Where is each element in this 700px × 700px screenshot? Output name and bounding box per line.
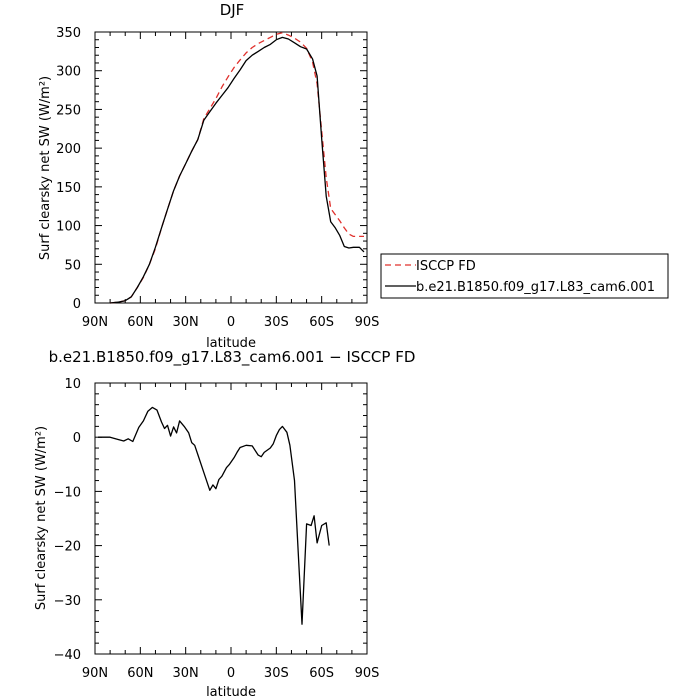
legend-label-model: b.e21.B1850.f09_g17.L83_cam6.001	[416, 280, 655, 295]
top-x-tick-label: 60N	[127, 315, 153, 330]
bottom-series-lines	[98, 406, 330, 625]
top-y-tick-label: 0	[73, 297, 81, 312]
bottom-x-axis-label: latitude	[206, 685, 256, 700]
legend: ISCCP FD b.e21.B1850.f09_g17.L83_cam6.00…	[380, 253, 669, 299]
bottom-tick-marks	[94, 382, 368, 655]
legend-label-isccp: ISCCP FD	[416, 259, 476, 274]
bottom-x-tick-label: 60N	[127, 666, 153, 681]
top-x-tick-label: 90N	[82, 315, 108, 330]
bottom-y-tick-label: −10	[54, 485, 81, 500]
bottom-y-tick-label: 0	[73, 431, 81, 446]
top-series-line-1	[110, 36, 365, 304]
bottom-x-tick-label: 90N	[82, 666, 108, 681]
top-y-axis-label: Surf clearsky net SW (W/m²)	[38, 76, 53, 260]
bottom-series-line-0	[98, 406, 330, 625]
top-y-tick-label: 200	[56, 142, 81, 157]
top-y-tick-label: 250	[56, 103, 81, 118]
top-x-tick-labels: 90N 60N 30N 0 30S 60S 90S	[82, 315, 380, 330]
bottom-x-tick-label: 90S	[355, 666, 380, 681]
bottom-chart-title: b.e21.B1850.f09_g17.L83_cam6.001 − ISCCP…	[49, 348, 416, 367]
difference-panel: b.e21.B1850.f09_g17.L83_cam6.001 − ISCCP…	[34, 348, 415, 700]
top-y-tick-labels: 0 50 100 150 200 250 300 350	[56, 26, 81, 312]
top-x-tick-label: 0	[227, 315, 235, 330]
bottom-x-tick-labels: 90N 60N 30N 0 30S 60S 90S	[82, 666, 380, 681]
bottom-y-tick-label: −30	[54, 594, 81, 609]
top-tick-marks	[94, 31, 368, 304]
top-y-tick-label: 100	[56, 220, 81, 235]
bottom-x-tick-label: 30N	[173, 666, 199, 681]
top-x-tick-label: 30S	[264, 315, 289, 330]
top-x-axis-label: latitude	[206, 336, 256, 351]
bottom-x-tick-label: 60S	[309, 666, 334, 681]
top-plot-frame	[94, 31, 368, 304]
bottom-y-tick-label: −40	[54, 648, 81, 663]
top-x-tick-label: 90S	[355, 315, 380, 330]
top-y-tick-label: 350	[56, 26, 81, 41]
bottom-y-axis-label: Surf clearsky net SW (W/m²)	[34, 426, 49, 610]
bottom-y-tick-label: 10	[64, 377, 81, 392]
legend-box	[380, 253, 669, 299]
top-y-tick-label: 50	[64, 258, 81, 273]
bottom-y-tick-label: −20	[54, 540, 81, 555]
top-x-tick-label: 60S	[309, 315, 334, 330]
top-chart-title: DJF	[220, 1, 245, 19]
top-y-tick-label: 150	[56, 181, 81, 196]
bottom-x-tick-label: 0	[227, 666, 235, 681]
top-y-tick-label: 300	[56, 65, 81, 80]
bottom-plot-frame	[94, 382, 368, 655]
top-series-lines	[110, 32, 365, 304]
bottom-x-tick-label: 30S	[264, 666, 289, 681]
top-x-tick-label: 30N	[173, 315, 199, 330]
climatology-panel: DJF 90N 60N 30N 0 30S 60S 90S 0 50 100 150 200 250 3…	[38, 1, 379, 351]
bottom-y-tick-labels: −40 −30 −20 −10 0 10	[54, 377, 81, 663]
